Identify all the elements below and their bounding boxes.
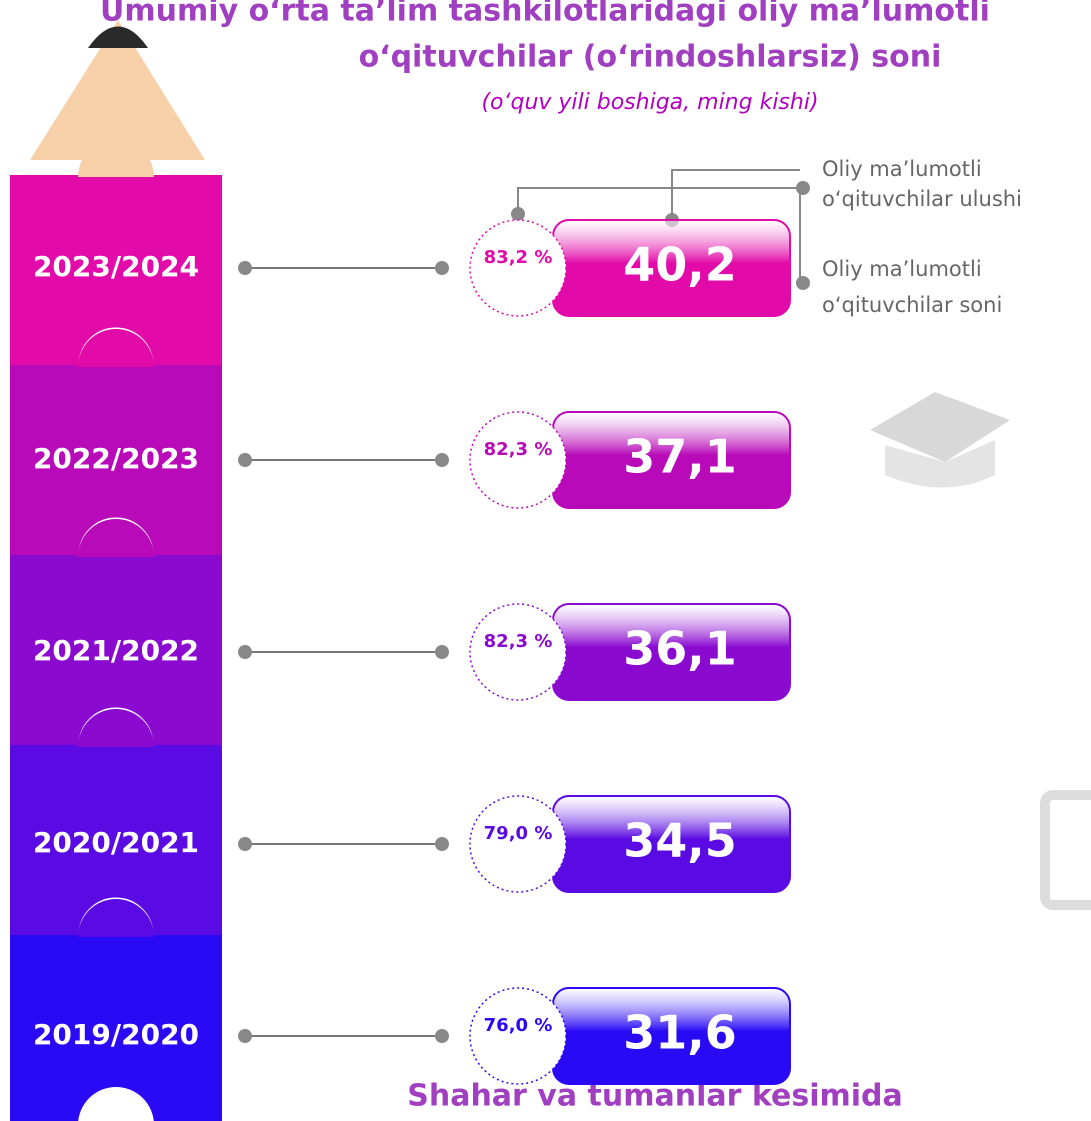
share-circle: [469, 795, 567, 893]
legend-dots: [511, 181, 810, 290]
connector-dot: [435, 645, 449, 659]
legend-connectors: [517, 169, 801, 282]
title: o‘qituvchilar (o‘rindoshlarsiz) soni: [359, 40, 942, 75]
share-circle: [469, 219, 567, 317]
share-value: 83,2 %: [484, 247, 553, 268]
year-label: 2023/2024: [33, 250, 199, 283]
puzzle-notch: [78, 329, 154, 367]
cap-icon: [870, 392, 1010, 462]
connector-dot: [238, 261, 252, 275]
share-value: 76,0 %: [484, 1015, 553, 1036]
puzzle-notch: [78, 519, 154, 557]
pencil-tip: [30, 20, 205, 160]
count-value: 37,1: [623, 430, 737, 484]
puzzle-notch: [78, 709, 154, 747]
calendar-icon: [1040, 790, 1091, 910]
puzzle-notch: [78, 899, 154, 937]
connector-dot: [435, 837, 449, 851]
share-value: 79,0 %: [484, 823, 553, 844]
count-value: 34,5: [623, 814, 737, 868]
count-value: 40,2: [623, 238, 737, 292]
legend-text: Oliy ma’lumotli: [822, 157, 982, 181]
cap-icon: [885, 440, 995, 488]
year-label: 2022/2023: [33, 442, 199, 475]
year-label: 2021/2022: [33, 634, 199, 667]
connector-dot: [435, 1029, 449, 1043]
legend-text: o‘qituvchilar ulushi: [822, 187, 1022, 211]
share-circle: [469, 411, 567, 509]
legend-text: Oliy ma’lumotli: [822, 257, 982, 281]
connector-dot: [435, 261, 449, 275]
year-label: 2019/2020: [33, 1018, 199, 1051]
connector-dot: [238, 645, 252, 659]
year-label: 2020/2021: [33, 826, 199, 859]
pencil-lead: [88, 26, 148, 48]
subtitle: (o‘quv yili boshiga, ming kishi): [481, 90, 818, 115]
connector-dot: [238, 1029, 252, 1043]
legend-text: o‘qituvchilar soni: [822, 293, 1002, 317]
share-circle: [469, 987, 567, 1085]
puzzle-notch: [78, 139, 154, 177]
share-value: 82,3 %: [484, 439, 553, 460]
share-value: 82,3 %: [484, 631, 553, 652]
title: Umumiy o‘rta ta’lim tashkilotlaridagi ol…: [100, 0, 990, 29]
connector-dot: [435, 453, 449, 467]
count-value: 31,6: [623, 1006, 737, 1060]
connector-dot: [238, 837, 252, 851]
share-circle: [469, 603, 567, 701]
count-value: 36,1: [623, 622, 737, 676]
puzzle-notch: [78, 1087, 154, 1121]
connector-dot: [238, 453, 252, 467]
